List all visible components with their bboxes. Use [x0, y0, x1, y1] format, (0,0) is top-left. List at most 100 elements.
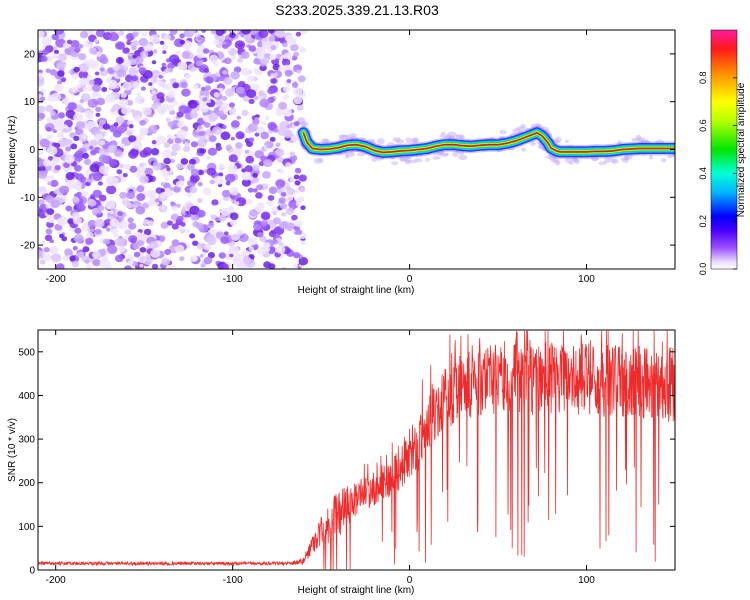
noise-speckle — [126, 130, 133, 137]
noise-speckle — [232, 256, 243, 266]
track-halo-speckle — [356, 152, 365, 157]
noise-speckle — [171, 223, 179, 230]
snr-y-label: SNR (10 * v/v) — [7, 418, 18, 482]
track-halo-speckle — [667, 154, 674, 159]
colorbar-tick-label: 0.2 — [698, 215, 708, 228]
noise-speckle — [100, 200, 105, 205]
noise-speckle — [149, 34, 160, 43]
noise-speckle — [269, 53, 277, 61]
noise-speckle — [202, 187, 212, 196]
noise-speckle — [181, 88, 191, 97]
noise-speckle — [190, 174, 200, 183]
noise-speckle — [179, 256, 185, 261]
noise-speckle — [295, 198, 302, 204]
noise-speckle — [225, 88, 235, 97]
noise-speckle — [108, 158, 117, 167]
y-tick-label: 20 — [24, 49, 36, 60]
noise-speckle — [157, 81, 165, 88]
noise-speckle — [52, 53, 60, 60]
noise-speckle — [220, 131, 231, 140]
noise-speckle — [76, 251, 85, 258]
noise-speckle — [228, 164, 238, 173]
track-halo-speckle — [340, 134, 349, 140]
track-halo-speckle — [320, 138, 330, 145]
noise-speckle — [143, 167, 154, 176]
track-halo-speckle — [564, 157, 574, 163]
noise-speckle — [142, 219, 150, 225]
noise-speckle — [105, 218, 112, 224]
noise-speckle — [273, 128, 279, 133]
noise-speckle — [180, 158, 189, 165]
noise-speckle — [258, 161, 265, 167]
noise-speckle — [53, 49, 60, 55]
noise-speckle — [176, 203, 181, 208]
noise-speckle — [132, 242, 141, 250]
noise-speckle — [40, 55, 48, 63]
noise-speckle — [63, 150, 70, 156]
noise-speckle — [140, 86, 146, 91]
noise-speckle — [207, 147, 217, 156]
noise-speckle — [186, 192, 192, 198]
noise-speckle — [218, 214, 227, 222]
noise-speckle — [180, 222, 186, 227]
noise-speckle — [176, 163, 184, 170]
noise-speckle — [163, 182, 171, 190]
noise-speckle — [208, 135, 217, 143]
colorbar-tick-label: 0.4 — [698, 167, 708, 180]
noise-speckle — [215, 145, 222, 151]
colorbar: 0.0 0.2 0.4 0.6 0.8 Normalized spectral ampl… — [698, 29, 747, 275]
noise-speckle — [240, 30, 252, 35]
noise-speckle — [65, 172, 75, 180]
noise-speckle — [116, 68, 127, 78]
noise-speckle — [49, 110, 56, 116]
noise-speckle — [42, 49, 50, 55]
noise-speckle — [298, 174, 307, 182]
noise-speckle — [269, 136, 276, 142]
snr-y-ticks: 0 100 200 300 400 500 — [18, 347, 675, 577]
colorbar-frame — [710, 29, 738, 270]
noise-speckle — [168, 54, 180, 64]
noise-speckle — [73, 135, 80, 142]
noise-speckle — [213, 92, 220, 98]
noise-speckle — [129, 165, 138, 173]
noise-speckle — [191, 255, 198, 262]
noise-speckle — [132, 204, 138, 209]
noise-speckle — [224, 57, 232, 65]
noise-speckle — [197, 41, 203, 47]
noise-speckle — [163, 34, 171, 41]
noise-speckle — [146, 189, 157, 198]
noise-speckle — [127, 203, 134, 209]
noise-speckle — [115, 56, 124, 65]
noise-speckle — [249, 209, 258, 217]
noise-speckle — [71, 86, 79, 93]
noise-speckle — [135, 206, 146, 215]
noise-speckle — [112, 130, 122, 138]
noise-speckle — [113, 122, 119, 127]
noise-speckle — [290, 43, 299, 52]
noise-speckle — [218, 172, 224, 177]
noise-speckle — [295, 31, 302, 37]
noise-speckle — [248, 246, 254, 252]
noise-speckle — [124, 229, 132, 236]
noise-speckle — [178, 105, 189, 115]
noise-speckle — [188, 30, 196, 35]
noise-speckle — [229, 32, 236, 38]
noise-speckle — [203, 243, 212, 251]
noise-speckle — [291, 82, 299, 88]
track-halo-speckle — [376, 138, 385, 145]
noise-speckle — [118, 98, 129, 107]
track-halo-speckle — [432, 156, 441, 160]
noise-speckle — [230, 71, 240, 80]
noise-speckle — [213, 39, 220, 45]
y-tick-label: 200 — [18, 478, 35, 489]
noise-speckle — [229, 219, 237, 226]
noise-speckle — [199, 59, 204, 64]
noise-speckle — [71, 73, 79, 80]
noise-speckle — [275, 245, 286, 254]
noise-speckle — [202, 97, 208, 102]
noise-speckle — [286, 124, 292, 129]
noise-speckle — [94, 39, 99, 43]
noise-speckle — [179, 39, 186, 45]
noise-speckle — [170, 213, 179, 221]
